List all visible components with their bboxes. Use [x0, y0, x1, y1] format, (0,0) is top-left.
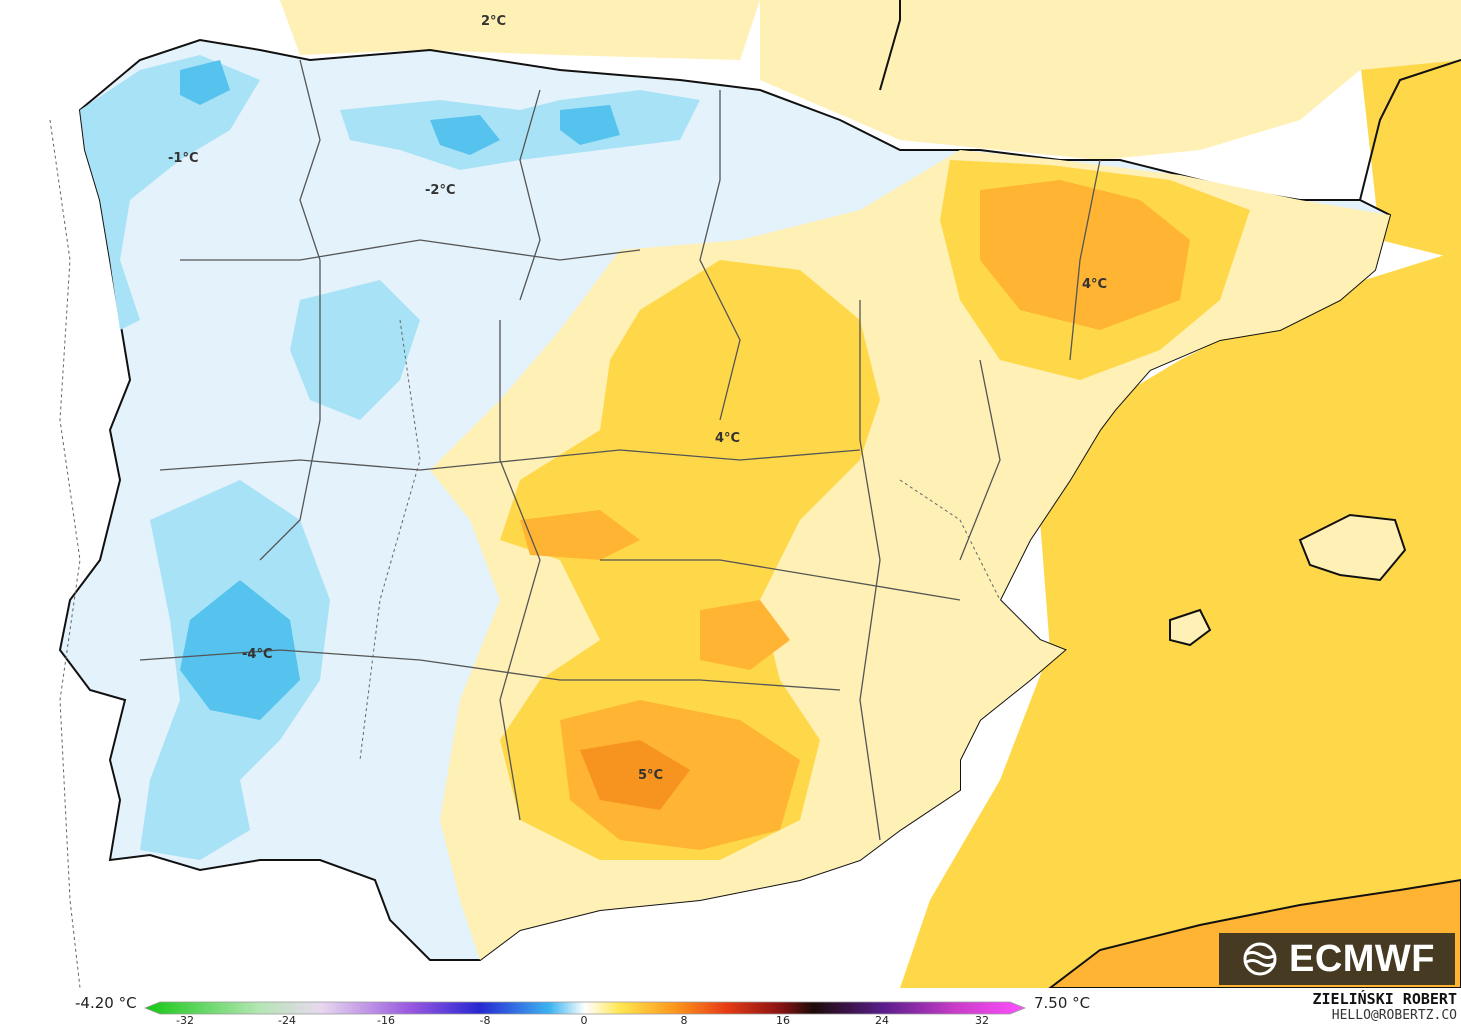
legend-min-label: -4.20 °C: [75, 994, 137, 1012]
author-name: ZIELIŃSKI ROBERT: [1312, 990, 1458, 1008]
ebro-warm-peak: [980, 180, 1190, 330]
cantabrian-cold-core: [560, 105, 620, 145]
colorbar-tick: 32: [975, 1014, 989, 1024]
france-border: [879, 0, 901, 91]
colorbar-tick: 0: [581, 1014, 588, 1024]
ecmwf-logo-text: ECMWF: [1288, 937, 1436, 980]
colorbar-tick: -8: [480, 1014, 491, 1024]
france-coast: [1359, 59, 1461, 201]
central-orange-patch: [520, 510, 640, 560]
colorbar-tick: -24: [278, 1014, 296, 1024]
map-label-4c-central: 4°C: [715, 431, 740, 446]
colorbar-gradient: [143, 1001, 1027, 1015]
france-pale-area: [760, 0, 1461, 160]
colorbar-tick: 8: [681, 1014, 688, 1024]
map-label-minus1c: -1°C: [168, 151, 198, 166]
mallorca-island: [1298, 513, 1407, 582]
map-label-2c: 2°C: [481, 14, 506, 29]
map-label-4c-ebro: 4°C: [1082, 277, 1107, 292]
author-credit: ZIELIŃSKI ROBERT HELLO@ROBERTZ.CO: [1313, 990, 1458, 1023]
map-label-minus2c: -2°C: [425, 183, 455, 198]
ecmwf-wave-icon: [1243, 942, 1277, 976]
contour-lines: [49, 119, 1001, 988]
la-mancha-orange-patch: [700, 600, 790, 670]
warm-sea-field-east: [1360, 40, 1461, 260]
color-legend: -4.20 °C: [0, 988, 1461, 1035]
colorbar-tick: -32: [176, 1014, 194, 1024]
colorbar: -32 -24 -16 -8 0 8 16 24 32: [143, 1001, 1027, 1024]
ecmwf-logo: ECMWF: [1219, 933, 1455, 985]
province-borders: [139, 59, 1101, 841]
north-sea-pale-area: [280, 0, 760, 60]
map-label-5c: 5°C: [638, 768, 663, 783]
map-label-minus4c: -4°C: [242, 647, 272, 662]
colorbar-tick: -16: [377, 1014, 395, 1024]
southwest-cold-core: [180, 580, 300, 720]
colorbar-tick: 24: [875, 1014, 889, 1024]
legend-max-label: 7.50 °C: [1034, 994, 1091, 1012]
galicia-cold-region: [80, 55, 260, 330]
extremadura-cold-region: [290, 280, 420, 420]
north-cold-core: [430, 115, 500, 155]
galicia-cold-core: [180, 60, 230, 105]
ibiza-island: [1169, 608, 1212, 647]
author-email: HELLO@ROBERTZ.CO: [1331, 1008, 1457, 1023]
south-warm-max: [580, 740, 690, 810]
temperature-anomaly-map: 2°C -1°C -2°C 4°C 4°C -4°C 5°C: [49, 0, 1461, 988]
colorbar-tick: 16: [776, 1014, 790, 1024]
